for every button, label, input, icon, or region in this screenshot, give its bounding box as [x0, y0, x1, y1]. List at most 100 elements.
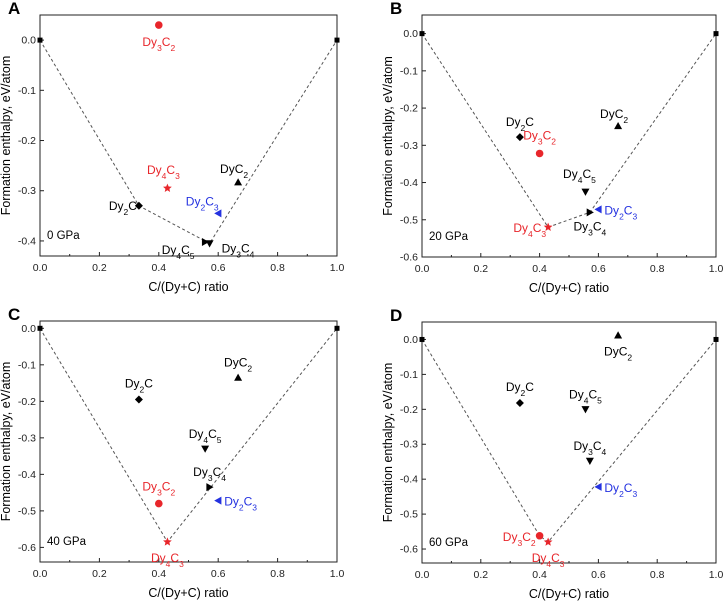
plot-frame	[39, 14, 338, 257]
x-tick-label: 0.4	[151, 262, 166, 274]
panel-label: C	[8, 305, 20, 324]
data-label-dy2c: Dy2C	[109, 199, 137, 217]
chart-panel-a: A 0.0 0.2 0.4 0.6 0.8 1.0 -0.4 -0.3 -0.2 -0.1 0.0 C/…	[0, 0, 344, 294]
data-point-dy	[37, 37, 43, 43]
plot-frame	[421, 321, 717, 564]
data-point-dy4c3	[163, 537, 172, 546]
data-label-dy4c3: Dy4C3	[532, 551, 565, 569]
chart-panel-d: D0.0 0.2 0.4 0.6 0.8 1.0-0.6-0.5-0.4-0.3-0.2-…	[381, 306, 723, 601]
y-tick-label: -0.3	[18, 432, 36, 444]
plot-frame	[421, 14, 717, 258]
data-point-dy3c2	[535, 531, 544, 540]
x-tick-label: 0.2	[473, 263, 488, 275]
pressure-label: 0 GPa	[47, 230, 80, 242]
y-axis-label: Formation enthalpy, eV/atom	[0, 362, 13, 522]
data-point-dy4c3	[163, 183, 172, 192]
data-label-dy3c2: Dy3C2	[142, 480, 175, 498]
data-point-dy	[419, 31, 425, 37]
y-tick-label: -0.6	[18, 542, 36, 554]
y-tick-label: -0.1	[18, 85, 36, 97]
y-tick-label: 0.0	[403, 28, 418, 40]
data-label-dy4c5: Dy4C5	[569, 387, 602, 405]
data-point-dyc2	[614, 331, 623, 339]
pressure-label: 20 GPa	[429, 231, 469, 243]
data-point-dy4c5	[581, 188, 590, 196]
x-tick-label: 0.6	[591, 569, 606, 581]
data-label-dy2c3: Dy2C3	[604, 481, 637, 499]
x-tick-label: 1.0	[709, 263, 724, 275]
y-tick-label: 0.0	[403, 334, 418, 346]
data-point-c	[713, 336, 719, 342]
data-label-dy2c3: Dy2C3	[224, 495, 257, 513]
data-point-dy2c3	[214, 209, 222, 218]
chart-panel-c: C0.0 0.2 0.4 0.6 0.8 1.0-0.6-0.5-0.4-0.3-0.2-…	[0, 305, 344, 600]
data-point-dy2c	[515, 133, 524, 142]
y-axis-label: Formation enthalpy, eV/atom	[0, 56, 13, 216]
data-point-dy3c4	[586, 208, 594, 217]
y-tick-label: -0.6	[400, 252, 418, 264]
data-point-dy4c5	[201, 237, 210, 246]
chart-panel-b: B0.0 0.2 0.4 0.6 0.8 1.0-0.6-0.5-0.4-0.3-0.2-…	[381, 0, 723, 295]
data-point-dyc2	[234, 373, 243, 381]
x-tick-label: 0.4	[532, 263, 547, 275]
convex-hull-line	[421, 33, 717, 228]
x-tick-label: 0.6	[211, 568, 226, 580]
y-tick-label: -0.5	[400, 509, 418, 521]
y-tick-label: -0.3	[18, 185, 36, 197]
y-tick-label: -0.1	[400, 65, 418, 77]
data-point-dy3c2	[535, 149, 544, 158]
y-tick-label: -0.5	[400, 214, 418, 226]
x-tick-label: 0.8	[650, 569, 665, 581]
x-tick-label: 0.8	[270, 568, 285, 580]
data-point-dy4c5	[201, 445, 210, 453]
x-tick-label: 0.6	[211, 262, 226, 274]
data-label-dy4c3: Dy4C3	[147, 163, 180, 181]
data-point-dy4c3	[543, 537, 553, 546]
data-point-dy3c4	[585, 457, 594, 466]
y-tick-label: -0.2	[18, 135, 36, 147]
y-tick-label: -0.4	[400, 177, 418, 189]
x-tick-label: 0.4	[532, 569, 547, 581]
data-point-dy2c	[134, 395, 143, 404]
data-label-dy4c3: Dy4C3	[513, 221, 546, 239]
y-tick-label: -0.2	[18, 396, 36, 408]
data-label-dyc2: DyC2	[220, 162, 248, 180]
data-point-dy4c3	[543, 222, 553, 231]
data-point-c	[334, 325, 340, 331]
panel-label: B	[390, 0, 402, 18]
x-tick-label: 0.4	[151, 568, 166, 580]
plot-frame	[39, 320, 338, 563]
data-label-dy3c2: Dy3C2	[142, 35, 175, 53]
x-tick-label: 0.8	[650, 263, 665, 275]
y-tick-label: -0.4	[400, 474, 418, 486]
y-tick-label: -0.3	[400, 439, 418, 451]
data-point-dy	[37, 325, 43, 331]
data-label-dyc2: DyC2	[600, 107, 628, 125]
y-tick-label: -0.3	[400, 140, 418, 152]
y-tick-label: -0.1	[18, 359, 36, 371]
pressure-label: 60 GPa	[429, 537, 469, 549]
data-point-dy3c2	[155, 21, 163, 29]
data-point-dyc2	[614, 121, 623, 130]
x-tick-label: 0.0	[415, 263, 430, 275]
data-point-dy3c2	[155, 499, 163, 508]
x-tick-label: 0.8	[270, 262, 285, 274]
convex-hull-line	[39, 39, 338, 245]
data-point-dy2c	[134, 201, 143, 210]
data-label-dy4c5: Dy4C5	[162, 243, 195, 261]
x-tick-label: 0.2	[92, 568, 107, 580]
data-point-dy4c5	[581, 406, 590, 414]
data-point-dy2c	[515, 399, 524, 408]
data-label-dy3c4: Dy3C4	[193, 465, 226, 483]
y-tick-label: -0.2	[400, 103, 418, 115]
x-tick-label: 0.0	[33, 262, 48, 274]
data-label-dy2c3: Dy2C3	[604, 203, 637, 221]
data-label-dy4c5: Dy4C5	[563, 167, 596, 185]
data-label-dy4c3: Dy4C3	[151, 551, 184, 569]
x-tick-label: 0.2	[473, 569, 488, 581]
data-label-dy4c5: Dy4C5	[189, 427, 222, 445]
data-point-dy2c3	[214, 496, 222, 505]
y-tick-label: 0.0	[21, 323, 36, 335]
data-label-dy3c2: Dy3C2	[523, 128, 556, 146]
